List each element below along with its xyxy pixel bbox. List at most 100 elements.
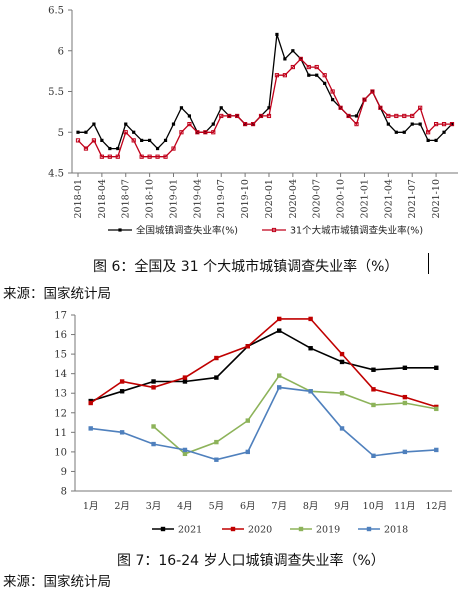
data-point (151, 424, 156, 429)
x-tick-label: 2019-01 (168, 179, 179, 218)
data-point (308, 346, 313, 351)
x-tick-label: 2019-07 (216, 179, 227, 218)
data-point (132, 130, 136, 134)
data-point (402, 365, 408, 370)
data-point (195, 130, 200, 135)
data-point (115, 154, 120, 159)
data-point (308, 389, 313, 394)
y-tick-label: 11 (54, 428, 67, 439)
data-point (151, 379, 156, 384)
data-point (116, 146, 120, 151)
data-point (371, 402, 376, 408)
y-tick-label: 13 (54, 389, 67, 400)
data-point (151, 385, 156, 390)
data-point (214, 355, 219, 361)
x-tick-label: 2020-10 (336, 179, 347, 218)
data-point (298, 56, 303, 61)
x-tick-label: 2020-01 (264, 179, 275, 218)
data-point (441, 122, 447, 127)
figure-6-source: 来源：国家统计局 (3, 286, 111, 302)
data-point (339, 351, 345, 357)
data-point (371, 367, 376, 372)
data-point (371, 453, 376, 458)
figure-6-caption: 图 6：全国及 31 个大城市城镇调查失业率（%） (93, 259, 399, 275)
y-tick-label: 6 (58, 46, 64, 57)
legend-marker (230, 526, 236, 532)
data-point (214, 439, 219, 445)
data-point (147, 154, 152, 159)
data-point (235, 113, 240, 119)
data-point (179, 130, 184, 135)
data-point (426, 138, 430, 142)
data-point (277, 373, 282, 378)
data-point (179, 106, 184, 110)
data-point (386, 113, 391, 119)
data-point (339, 426, 345, 431)
x-tick-label: 1月 (83, 501, 99, 512)
data-point (418, 105, 423, 110)
data-point (314, 64, 319, 70)
x-tick-label: 8月 (303, 501, 319, 512)
legend-label: 2021 (178, 525, 202, 536)
data-point (211, 122, 215, 126)
data-point (266, 113, 272, 119)
data-point (330, 89, 335, 94)
x-tick-label: 2020-04 (288, 179, 299, 218)
legend-label: 2020 (248, 525, 272, 536)
legend-label: 31个大城市城镇调查失业率(%) (290, 225, 423, 237)
data-point (155, 154, 160, 159)
data-point (331, 98, 335, 102)
youth-unemployment-chart: 8 9 10 11 12 13 14 15 16 17 1月 2月 3月 4月 5月 6月 7月 8月 9月 10月 1… (54, 311, 452, 536)
data-point (354, 114, 359, 118)
x-tick-label: 2021-01 (359, 179, 370, 218)
data-point (155, 146, 160, 151)
series-line-2021 (90, 329, 437, 402)
data-point (163, 154, 168, 159)
y-tick-label: 10 (54, 447, 67, 458)
data-point (91, 138, 97, 143)
data-point (148, 138, 152, 142)
data-point (258, 113, 264, 119)
x-tick-label: 2018-10 (145, 179, 156, 218)
data-point (151, 441, 156, 447)
legend-label: 2019 (316, 525, 340, 536)
data-point (434, 406, 439, 412)
data-point (182, 379, 188, 384)
unemployment-rate-chart: 4.5 5 5.5 6 6.5 2018-01 2018-04 2018-07 2018-10 2… (48, 6, 458, 237)
data-point (88, 426, 93, 431)
data-point (245, 418, 250, 423)
data-point (182, 375, 188, 380)
data-point (402, 394, 408, 400)
data-point (307, 73, 311, 77)
y-tick-label: 4.5 (48, 169, 64, 180)
data-point (211, 130, 216, 135)
x-tick-label: 5月 (209, 501, 225, 512)
y-tick-label: 17 (54, 311, 67, 322)
x-tick-label: 2021-04 (383, 179, 394, 218)
x-tick-label: 9月 (334, 501, 350, 512)
x-tick-label: 2021-07 (407, 179, 418, 218)
data-point (277, 385, 282, 390)
data-point (322, 73, 327, 78)
data-point (163, 138, 168, 142)
legend-marker (160, 526, 166, 532)
data-point (394, 130, 398, 134)
data-point (250, 122, 256, 127)
data-point (277, 328, 282, 333)
x-tick-label: 2018-07 (121, 179, 132, 218)
data-point (291, 49, 295, 53)
data-point (108, 146, 112, 151)
data-point (339, 359, 345, 365)
figure-7-source: 来源：国家统计局 (3, 574, 111, 590)
y-tick-label: 5 (58, 128, 64, 139)
y-tick-label: 15 (54, 350, 67, 361)
data-point (275, 32, 279, 37)
data-point (139, 154, 144, 159)
data-point (131, 138, 136, 143)
data-point (140, 138, 144, 142)
data-point (76, 130, 80, 134)
text-cursor (428, 253, 429, 274)
x-tick-label: 2018-04 (97, 179, 108, 218)
data-point (323, 81, 327, 85)
x-tick-label: 11月 (394, 501, 416, 512)
